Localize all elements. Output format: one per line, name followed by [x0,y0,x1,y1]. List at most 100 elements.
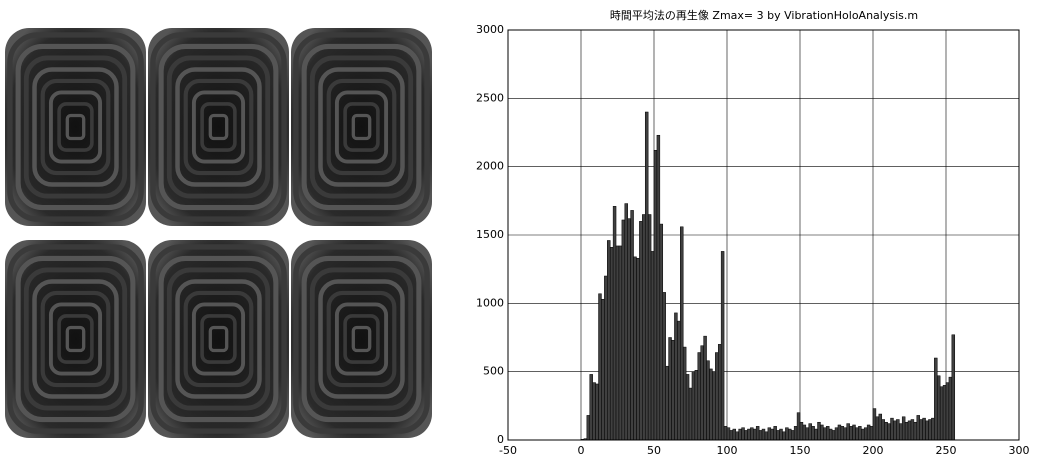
bar [884,421,888,441]
bar [922,417,926,441]
bar [826,426,830,441]
bar [618,245,623,441]
bar [744,430,748,441]
fringe-ring [326,290,397,388]
y-tick-label: 500 [483,365,504,378]
bar [843,427,847,441]
bar [942,385,947,441]
bar [901,416,906,441]
bar [630,210,634,441]
bar [855,427,859,441]
fringe-ring [175,279,262,399]
fringe-ring [183,290,254,388]
fringe-ring [208,113,229,141]
x-tick-label: 0 [578,444,585,457]
fringe-ring [293,244,430,434]
bar [741,427,745,441]
bar [604,275,608,441]
bar [875,416,880,441]
bar [869,426,874,441]
y-tick-label: 1500 [476,228,504,241]
axes-frame [507,29,1020,441]
fringe-ring [65,113,86,141]
bar [928,419,932,441]
x-tick-label: 300 [1009,444,1030,457]
fringe-ring [32,279,119,399]
fringe-ring [334,90,389,164]
y-tick-label: 2000 [476,160,504,173]
bar [805,427,810,441]
bar [624,203,628,441]
bar [793,426,798,441]
fringe-ring [57,314,94,364]
fringe-ring [32,67,119,187]
fringe-ring [158,43,279,211]
fringe-ring [23,55,128,199]
fringe-ring [150,244,287,434]
bar [788,428,792,441]
bar [934,357,938,441]
bar [592,382,596,441]
bar [609,247,614,441]
bar [904,421,909,441]
bar [913,421,918,441]
bar [709,368,713,441]
fringe-ring [301,43,422,211]
bar [808,423,812,441]
fringe-ring [293,32,430,222]
fringe-ring [326,78,397,176]
bar [595,383,599,441]
bar [828,428,833,441]
bar [703,335,707,441]
bar [682,346,687,441]
image-panel [148,240,289,438]
fringe-ring [57,102,94,152]
x-tick-label: 50 [647,444,661,457]
bar [644,111,649,441]
bar [589,374,593,441]
bar [773,426,777,441]
fringe-ring [175,67,262,187]
bar [831,430,836,441]
bar [811,426,815,441]
bar [598,293,602,441]
bar [691,371,696,441]
bar [861,428,865,441]
fringe-ring [351,325,372,353]
bar [863,427,868,441]
histogram-axes: -50 0 50 100 150 200 250 3000500100015002000250… [476,23,1030,457]
bar [893,420,897,441]
bar [700,345,704,441]
bar [723,426,728,441]
image-panel [5,28,146,226]
bar [939,386,944,441]
bar [948,376,953,441]
y-tick-label: 0 [497,433,504,446]
y-tick-label: 2500 [476,91,504,104]
bar [677,320,681,441]
x-tick-label: 100 [717,444,738,457]
bar [910,419,915,441]
bar [647,214,652,441]
bar [750,427,754,441]
bar [653,150,658,441]
bar [896,419,900,441]
bar [820,424,824,441]
fringe-ring [200,102,237,152]
bar [732,428,737,441]
bar [837,424,842,441]
fringe-ring [7,32,144,222]
bar [662,292,666,441]
bar [770,428,774,441]
fringe-ring [7,244,144,434]
bar [840,426,845,441]
bar [785,427,789,441]
bar [779,428,783,441]
bar [817,421,821,441]
bar [735,431,739,441]
bar [642,214,646,441]
bar [936,375,941,441]
bar [688,387,693,441]
bar [668,337,672,441]
bar [776,430,780,441]
